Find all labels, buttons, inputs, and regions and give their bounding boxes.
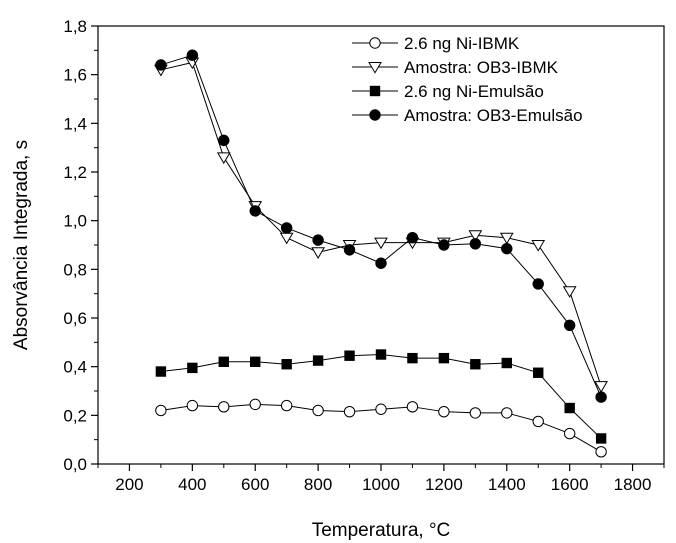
data-point — [216, 152, 231, 165]
data-point — [594, 381, 608, 393]
y-tick-label: 1,6 — [63, 66, 87, 85]
x-axis-title: Temperatura, °C — [312, 520, 451, 541]
data-point — [501, 357, 512, 369]
legend-label: Amostra: OB3-IBMK — [404, 58, 559, 77]
data-point — [250, 356, 261, 368]
series-1 — [155, 398, 607, 458]
legend-label: 2.6 ng Ni-IBMK — [404, 34, 520, 53]
data-point — [344, 350, 355, 361]
data-point — [186, 49, 199, 61]
y-tick-label: 0,6 — [63, 309, 87, 328]
data-point — [438, 239, 450, 251]
data-point — [595, 433, 607, 444]
data-point — [343, 405, 356, 418]
data-point — [595, 446, 607, 458]
y-axis-title: Absorvância Integrada, s — [11, 140, 32, 350]
data-point — [249, 205, 261, 217]
data-point — [564, 402, 575, 414]
x-tick-label: 1600 — [551, 475, 589, 494]
data-point — [343, 244, 356, 256]
x-tick-label: 1000 — [362, 475, 400, 494]
data-point — [155, 366, 167, 377]
legend-label: 2.6 ng Ni-Emulsão — [404, 82, 544, 101]
y-tick-label: 1,4 — [63, 114, 87, 133]
y-tick-label: 1,2 — [63, 163, 87, 182]
series-layer — [154, 49, 608, 458]
data-point — [531, 240, 546, 252]
data-point — [407, 352, 418, 364]
data-point — [312, 404, 324, 417]
legend-marker — [369, 109, 381, 121]
data-point — [470, 359, 481, 370]
legend-item: 2.6 ng Ni-Emulsão — [352, 82, 544, 101]
series-4 — [155, 49, 607, 403]
data-point — [406, 401, 419, 413]
data-point — [218, 401, 230, 413]
data-point — [312, 355, 324, 366]
x-tick-label: 1200 — [425, 475, 463, 494]
data-point — [375, 349, 387, 360]
data-point — [533, 367, 544, 378]
data-point — [468, 230, 483, 242]
ticks: 200 400 600 800 1000 1200 1400 1600 1800 0,0 0,2 0,… — [63, 17, 665, 494]
series-3 — [155, 349, 607, 444]
legend-marker — [369, 85, 381, 97]
data-point — [218, 134, 230, 147]
x-tick-label: 800 — [304, 475, 332, 494]
data-point — [406, 232, 419, 244]
y-tick-label: 0,4 — [63, 358, 87, 377]
data-point — [187, 362, 198, 374]
data-point — [280, 399, 293, 412]
data-point — [155, 59, 167, 71]
legend-label: Amostra: OB3-Emulsão — [404, 106, 583, 125]
y-tick-label: 0,0 — [63, 455, 87, 474]
data-point — [281, 359, 292, 370]
y-tick-label: 0,2 — [63, 406, 87, 425]
data-point — [532, 278, 544, 290]
legend: 2.6 ng Ni-IBMK Amostra: OB3-IBMK 2.6 ng Ni… — [352, 34, 583, 125]
data-point — [501, 242, 513, 255]
data-point — [563, 427, 576, 440]
legend-item: Amostra: OB3-Emulsão — [352, 106, 583, 125]
data-point — [280, 222, 293, 234]
x-tick-label: 1400 — [488, 475, 526, 494]
data-point — [438, 352, 450, 364]
data-point — [375, 403, 387, 415]
data-point — [501, 407, 513, 419]
data-point — [532, 415, 544, 428]
y-tick-label: 0,8 — [63, 260, 87, 279]
data-point — [218, 356, 229, 368]
legend-item: Amostra: OB3-IBMK — [352, 58, 559, 77]
data-point — [249, 398, 261, 411]
x-tick-label: 1800 — [614, 475, 652, 494]
data-point — [595, 391, 607, 403]
legend-marker — [368, 62, 382, 74]
data-point — [186, 399, 199, 412]
data-point — [374, 237, 388, 250]
y-tick-label: 1,8 — [63, 17, 87, 36]
x-tick-label: 200 — [115, 475, 143, 494]
data-point — [563, 319, 576, 331]
data-point — [438, 405, 450, 418]
data-point — [312, 234, 324, 246]
data-point — [469, 407, 482, 419]
data-point — [155, 404, 167, 417]
legend-item: 2.6 ng Ni-IBMK — [352, 34, 520, 53]
x-tick-label: 600 — [241, 475, 269, 494]
data-point — [311, 247, 325, 259]
data-point — [499, 232, 514, 245]
legend-marker — [369, 37, 381, 49]
data-point — [375, 257, 387, 269]
data-point — [469, 238, 482, 250]
data-point — [562, 286, 577, 298]
x-tick-label: 400 — [178, 475, 206, 494]
y-tick-label: 1,0 — [63, 212, 87, 231]
